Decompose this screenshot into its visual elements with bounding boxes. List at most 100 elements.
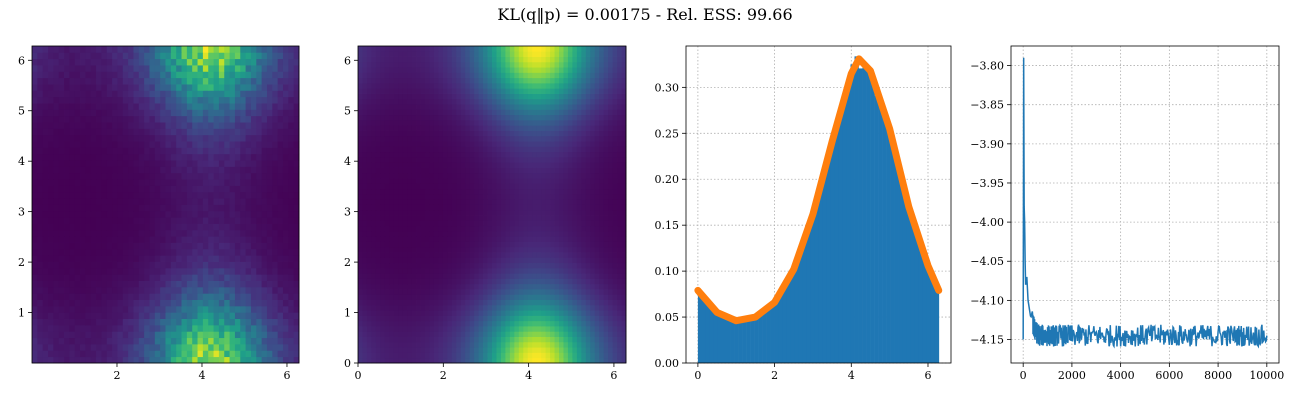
heatmap-cell <box>393 278 399 285</box>
heatmap-cell <box>144 52 150 60</box>
heatmap-cell <box>425 241 430 248</box>
heatmap-cell <box>483 178 488 184</box>
heatmap-cell <box>266 103 273 110</box>
heatmap-cell <box>240 229 246 237</box>
heatmap-cell <box>411 188 417 195</box>
heatmap-cell <box>80 134 86 142</box>
heatmap-cell <box>48 191 54 199</box>
heatmap-cell <box>42 191 49 199</box>
heatmap-cell <box>250 248 257 256</box>
heatmap-cell <box>133 46 140 53</box>
heatmap-cell <box>186 293 193 300</box>
heatmap-cell <box>272 274 279 281</box>
heatmap-cell <box>202 160 209 167</box>
heatmap-cell <box>527 320 533 327</box>
heatmap-cell <box>500 220 506 227</box>
heatmap-cell <box>505 193 511 200</box>
heatmap-cell <box>277 65 284 72</box>
heatmap-cell <box>576 304 582 311</box>
heatmap-cell <box>371 225 377 232</box>
heatmap-cell <box>48 52 54 60</box>
heatmap-cell <box>612 310 618 316</box>
heatmap-cell <box>398 230 404 237</box>
heatmap-cell <box>532 289 538 295</box>
heatmap-cell <box>442 220 448 227</box>
heatmap-cell <box>170 153 177 161</box>
heatmap-cell <box>603 225 609 232</box>
heatmap-cell <box>85 248 92 256</box>
heatmap-cell <box>64 293 70 300</box>
heatmap-cell <box>80 166 86 174</box>
heatmap-cell <box>433 262 439 269</box>
heatmap-cell <box>165 71 172 79</box>
heatmap-cell <box>402 336 408 343</box>
heatmap-cell <box>545 331 551 337</box>
heatmap-cell <box>144 274 150 281</box>
heatmap-cell <box>375 310 381 316</box>
heatmap-cell <box>122 141 129 148</box>
heatmap-cell <box>282 134 289 142</box>
heatmap-cell <box>213 337 220 345</box>
heatmap-cell <box>429 304 435 311</box>
heatmap-cell <box>465 262 471 269</box>
heatmap-cell <box>509 162 515 168</box>
heatmap-cell <box>48 204 54 212</box>
heatmap-cell <box>240 350 246 358</box>
heatmap-cell <box>411 230 417 237</box>
heatmap-cell <box>402 246 408 253</box>
heatmap-cell <box>42 223 49 231</box>
heatmap-cell <box>447 236 453 242</box>
heatmap-cell <box>85 261 92 269</box>
heatmap-cell <box>69 204 76 212</box>
heatmap-cell <box>128 229 134 237</box>
heatmap-cell <box>144 84 150 91</box>
heatmap-cell <box>402 156 408 163</box>
heatmap-cell <box>293 312 300 320</box>
heatmap-cell <box>122 46 129 53</box>
heatmap-cell <box>149 134 156 142</box>
heatmap-cell <box>58 90 65 98</box>
heatmap-cell <box>447 273 453 279</box>
heatmap-cell <box>617 162 622 168</box>
heatmap-cell <box>442 304 448 311</box>
heatmap-cell <box>429 241 435 248</box>
heatmap-cell <box>411 215 417 221</box>
heatmap-cell <box>282 166 289 174</box>
heatmap-cell <box>487 215 493 221</box>
heatmap-cell <box>277 128 284 136</box>
heatmap-cell <box>469 204 475 211</box>
heatmap-cell <box>483 273 488 279</box>
heatmap-cell <box>266 90 273 98</box>
heatmap-cell <box>469 315 475 322</box>
heatmap-cell <box>261 267 268 275</box>
heatmap-cell <box>106 242 113 250</box>
heatmap-cell <box>101 337 108 345</box>
heatmap-cell <box>277 312 284 320</box>
heatmap-cell <box>594 188 600 195</box>
heatmap-cell <box>545 347 551 353</box>
heatmap-cell <box>608 289 613 295</box>
heatmap-cell <box>447 336 453 343</box>
heatmap-cell <box>37 191 44 199</box>
heatmap-cell <box>563 273 569 279</box>
heatmap-cell <box>362 267 368 274</box>
heatmap-cell <box>371 331 377 337</box>
heatmap-cell <box>229 312 236 320</box>
heatmap-cell <box>101 134 108 142</box>
heatmap-cell <box>229 172 236 180</box>
heatmap-cell <box>532 341 538 348</box>
heatmap-cell <box>532 156 538 163</box>
heatmap-cell <box>58 65 65 72</box>
heatmap-cell <box>509 252 515 258</box>
heatmap-cell <box>58 343 65 351</box>
heatmap-cell <box>576 289 582 295</box>
heatmap-cell <box>567 278 573 285</box>
heatmap-cell <box>154 77 161 85</box>
heatmap-cell <box>133 153 140 161</box>
heatmap-cell <box>176 305 182 313</box>
heatmap-cell <box>277 331 284 339</box>
heatmap-cell <box>384 257 390 264</box>
heatmap-cell <box>245 293 252 300</box>
heatmap-cell <box>234 305 241 313</box>
heatmap-cell <box>58 318 65 326</box>
